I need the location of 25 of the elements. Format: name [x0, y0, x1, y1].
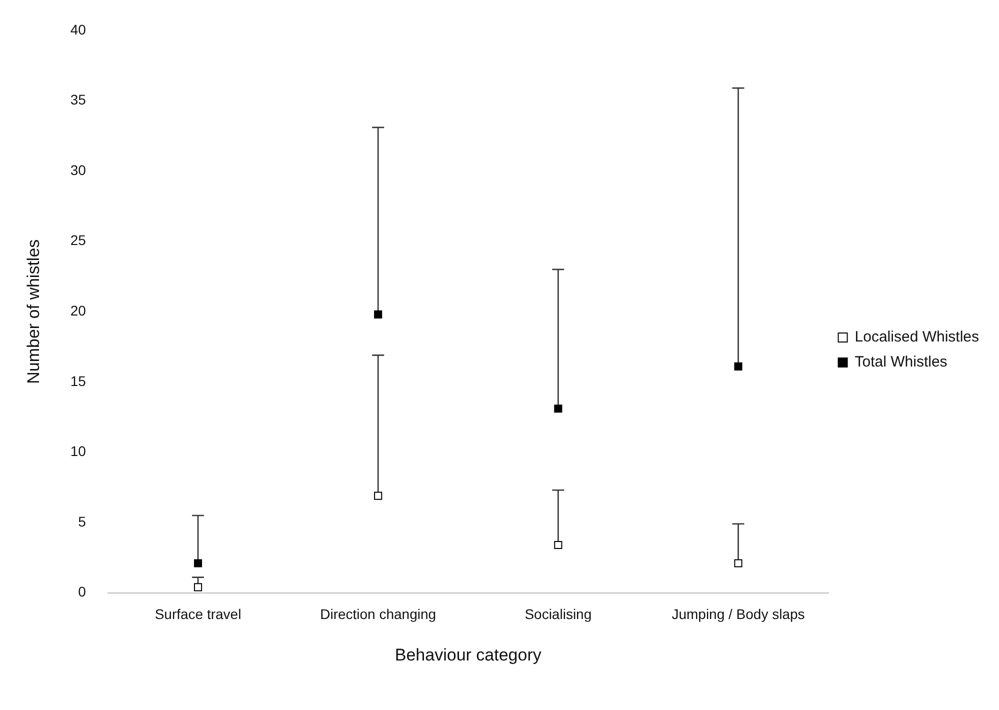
x-tick-label: Direction changing — [320, 606, 436, 622]
point — [734, 559, 742, 568]
point — [734, 362, 742, 370]
y-tick-label: 25 — [70, 232, 86, 248]
y-tick-label: 40 — [70, 21, 86, 38]
x-tick-label: Surface travel — [154, 606, 242, 622]
y-tick-label: 30 — [70, 162, 86, 178]
y-tick-label: 15 — [70, 372, 86, 389]
y-tick-label: 10 — [70, 443, 86, 460]
x-tick-label: Jumping / Body slaps — [672, 606, 805, 622]
y-axis-title: Number of whistles — [24, 239, 43, 384]
y-tick-label: 0 — [78, 584, 86, 600]
y-tick-label: 35 — [70, 92, 86, 108]
point — [554, 404, 562, 413]
x-axis-title: Behaviour category — [394, 645, 542, 664]
y-tick-label: 5 — [78, 513, 86, 530]
point — [554, 540, 562, 550]
point — [374, 310, 382, 318]
point — [194, 559, 202, 568]
point — [194, 583, 202, 592]
y-tick-label: 20 — [70, 302, 86, 318]
legend-label: Localised Whistles — [854, 328, 979, 346]
legend-label: Total Whistles — [854, 354, 948, 371]
x-tick-label: Socialising — [524, 606, 592, 622]
point — [374, 492, 382, 500]
